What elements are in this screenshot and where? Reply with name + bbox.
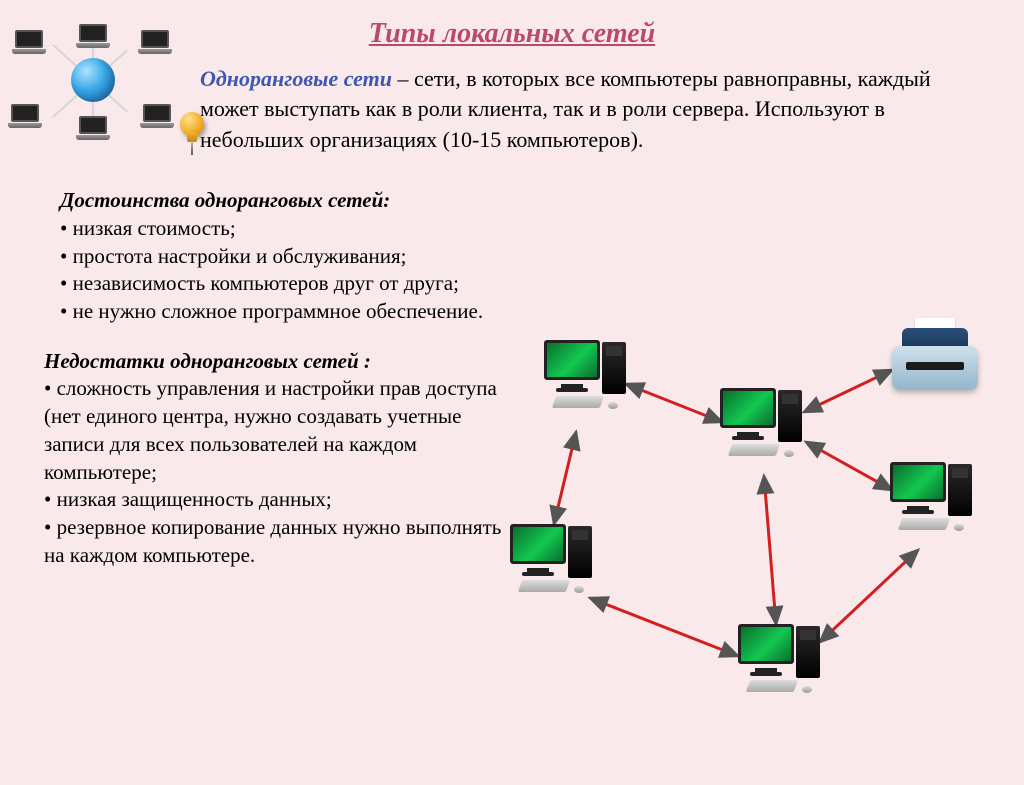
pc-node [738,624,822,710]
disadvantages-block: Недостатки одноранговых сетей : сложност… [44,348,504,570]
network-diagram [498,312,998,742]
advantages-item: низкая стоимость; [60,215,520,243]
advantages-item: простота настройки и обслуживания; [60,243,520,271]
advantages-block: Достоинства одноранговых сетей: низкая с… [60,187,520,326]
pc-node [720,388,804,474]
globe-icon [71,58,115,102]
advantages-heading: Достоинства одноранговых сетей: [60,187,520,215]
disadvantages-item: резервное копирование данных нужно выпол… [44,514,504,569]
pc-node [544,340,628,426]
disadvantages-heading: Недостатки одноранговых сетей : [44,348,504,376]
intro-dash: – [392,66,414,91]
term-peer-to-peer: Одноранговые сети [200,66,392,91]
disadvantages-item: сложность управления и настройки прав до… [44,375,504,486]
printer-node [890,324,980,398]
pc-node [890,462,974,548]
corner-network-icon [8,26,176,146]
disadvantages-item: низкая защищенность данных; [44,486,504,514]
advantages-item: не нужно сложное программное обеспечение… [60,298,520,326]
pushpin-icon [178,112,210,156]
advantages-item: независимость компьютеров друг от друга; [60,270,520,298]
pc-node [510,524,594,610]
intro-paragraph: Одноранговые сети – сети, в которых все … [200,64,980,155]
